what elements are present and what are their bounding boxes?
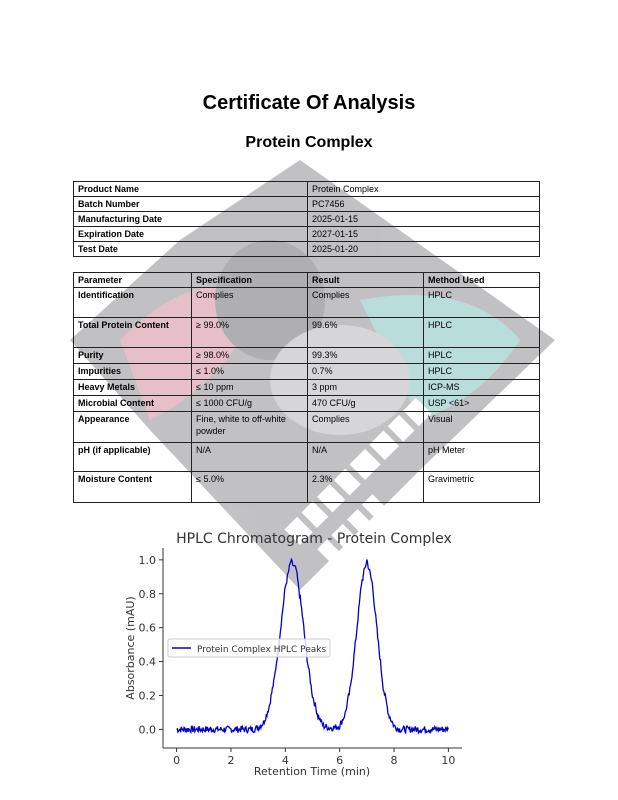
legend-box <box>167 638 331 658</box>
y-tick-label: 0.2 <box>139 689 157 702</box>
table-row: Purity ≥ 98.0% 99.3% HPLC <box>73 347 540 364</box>
x-tick-label: 0 <box>173 754 180 767</box>
table-row: Impurities ≤ 1.0% 0.7% HPLC <box>73 363 540 380</box>
results-table: Parameter Specification Result Method Used … <box>73 272 540 503</box>
y-tick-label: 0.8 <box>139 588 157 601</box>
y-tick-label: 0.4 <box>139 656 157 669</box>
x-tick-label: 6 <box>336 754 343 767</box>
result-cell: N/A <box>307 442 424 472</box>
y-tick-label: 0.0 <box>139 723 157 736</box>
info-label: Test Date <box>73 241 308 257</box>
legend-label: Protein Complex HPLC Peaks <box>197 645 326 655</box>
product-subtitle: Protein Complex <box>245 134 373 151</box>
x-tick-label: 10 <box>441 754 455 767</box>
parameter-cell: Moisture Content <box>73 471 192 503</box>
result-cell: Complies <box>307 287 424 318</box>
method-cell: Gravimetric <box>423 471 540 503</box>
product-info-row: Product Name Protein Complex <box>73 181 540 197</box>
series-line-protein-complex <box>176 557 450 736</box>
x-tick-label: 2 <box>227 754 234 767</box>
table-row: Moisture Content ≤ 5.0% 2.3% Gravimetric <box>73 471 540 503</box>
y-axis-label: Absorbance (mAU) <box>124 596 137 699</box>
x-axis-label: Retention Time (min) <box>254 765 370 778</box>
y-tick-label: 1.0 <box>139 554 157 567</box>
method-cell: pH Meter <box>423 442 540 472</box>
x-tick-label: 8 <box>391 754 398 767</box>
x-tick-label: 4 <box>282 754 289 767</box>
result-cell: 2.3% <box>307 471 424 503</box>
chart-title: HPLC Chromatogram - Protein Complex <box>176 531 452 547</box>
y-tick-label: 0.6 <box>139 622 157 635</box>
product-info-table: Product Name Protein Complex Batch Number P… <box>73 181 540 257</box>
table-row: Microbial Content ≤ 1000 CFU/g 470 CFU/g US… <box>73 395 540 412</box>
table-row: pH (if applicable) N/A N/A pH Meter <box>73 442 540 472</box>
table-row: Total Protein Content ≥ 99.0% 99.6% HPLC <box>73 317 540 348</box>
specification-cell: ≤ 5.0% <box>191 471 308 503</box>
info-value: 2025-01-20 <box>307 241 540 257</box>
product-info-row: Manufacturing Date 2025-01-15 <box>73 211 540 227</box>
table-row: Appearance Fine, white to off-white powde… <box>73 411 540 443</box>
result-cell: Complies <box>307 411 424 443</box>
page-title: Certificate Of Analysis <box>202 92 416 114</box>
product-info-row: Test Date 2025-01-20 <box>73 241 540 257</box>
